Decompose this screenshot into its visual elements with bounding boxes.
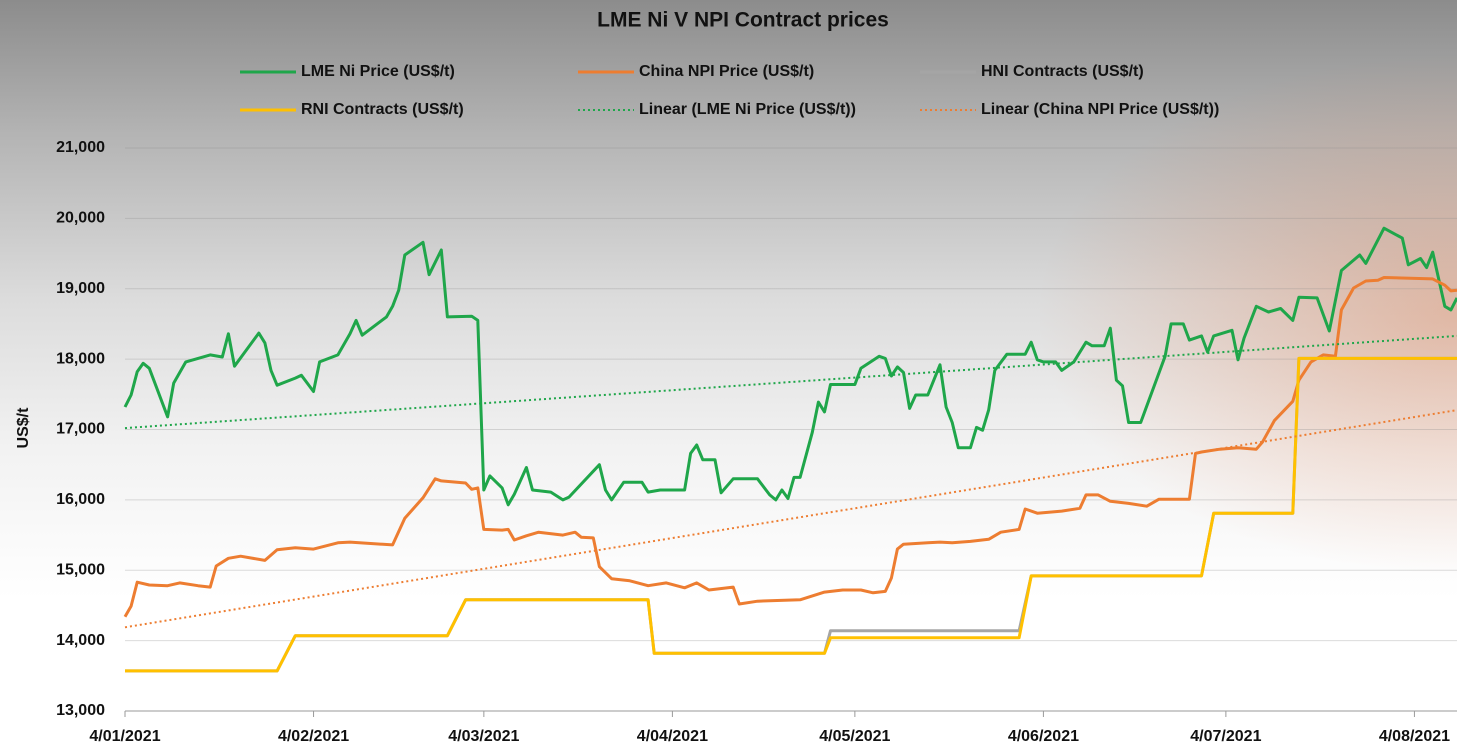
x-tick-label: 4/03/2021 [448,728,519,745]
x-tick-label: 4/08/2021 [1379,728,1450,745]
y-tick-label: 21,000 [56,139,105,156]
legend-label: RNI Contracts (US$/t) [301,101,464,118]
legend-label: LME Ni Price (US$/t) [301,63,455,80]
series-line [125,228,1457,505]
y-tick-label: 13,000 [56,702,105,719]
series-line [125,358,1457,671]
legend-label: Linear (LME Ni Price (US$/t)) [639,101,856,118]
y-tick-label: 15,000 [56,561,105,578]
legend-label: China NPI Price (US$/t) [639,63,814,80]
y-tick-label: 19,000 [56,280,105,297]
chart: LME Ni V NPI Contract prices US$/t 13,00… [0,0,1457,748]
trend-line [125,410,1457,627]
x-tick-label: 4/06/2021 [1008,728,1079,745]
y-axis-label: US$/t [15,407,32,449]
y-tick-label: 14,000 [56,632,105,649]
page: LME Ni V NPI Contract prices US$/t 13,00… [0,0,1457,748]
y-tick-label: 18,000 [56,350,105,367]
y-tick-label: 17,000 [56,421,105,438]
x-tick-label: 4/04/2021 [637,728,708,745]
series-line [125,278,1457,617]
legend-label: HNI Contracts (US$/t) [981,63,1144,80]
y-tick-label: 20,000 [56,210,105,227]
x-tick-label: 4/01/2021 [89,728,160,745]
trend-line [125,336,1457,428]
x-tick-label: 4/02/2021 [278,728,349,745]
chart-title: LME Ni V NPI Contract prices [597,9,889,32]
y-tick-label: 16,000 [56,491,105,508]
legend-label: Linear (China NPI Price (US$/t)) [981,101,1219,118]
x-tick-label: 4/05/2021 [819,728,890,745]
x-tick-label: 4/07/2021 [1190,728,1261,745]
